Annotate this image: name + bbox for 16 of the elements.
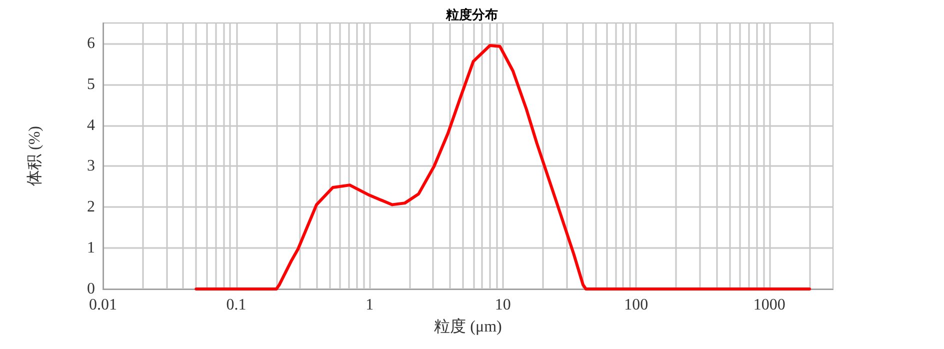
y-tick-label: 3 [87,158,95,175]
x-tick-label: 1000 [753,296,786,314]
x-tick-label: 10 [494,296,511,314]
x-axis-title: 粒度 (μm) [434,318,502,336]
y-tick-label: 2 [87,198,95,216]
y-tick-label: 0 [87,280,95,298]
x-tick-label: 1 [366,296,374,314]
y-tick-label: 5 [87,76,95,93]
x-tick-label: 0.01 [89,296,117,314]
y-tick-label: 6 [87,34,95,52]
chart-title: 粒度分布 [445,7,498,23]
y-axis-title: 体积 (%) [26,126,44,186]
x-tick-label: 0.1 [226,296,246,314]
x-tick-label: 100 [624,296,648,314]
y-tick-label: 4 [87,116,95,134]
y-tick-label: 1 [87,240,95,257]
